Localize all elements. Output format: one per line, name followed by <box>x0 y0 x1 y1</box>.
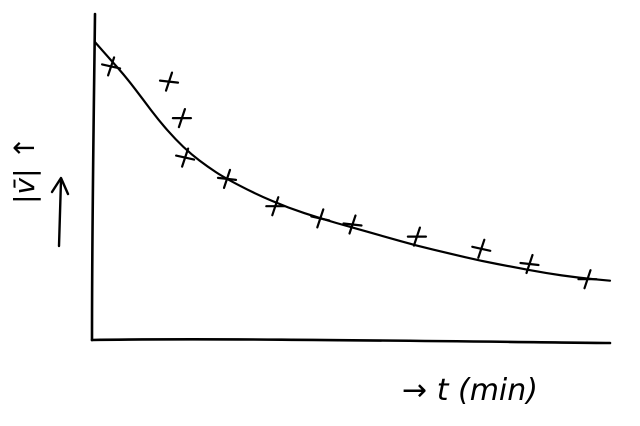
data-point <box>100 56 122 77</box>
data-point <box>175 147 196 168</box>
y-axis <box>90 12 97 342</box>
data-point <box>216 168 238 189</box>
x-axis <box>90 338 612 345</box>
data-point <box>577 269 598 290</box>
data-point <box>471 238 492 259</box>
data-points-layer <box>100 56 598 290</box>
y-axis-label: |v̄| ↑ <box>8 136 41 204</box>
data-point <box>310 208 331 229</box>
data-point <box>519 253 540 275</box>
y-axis-arrow-icon <box>50 176 70 248</box>
fit-curve-line <box>93 41 612 282</box>
data-point <box>265 196 286 217</box>
data-point <box>406 226 427 247</box>
x-axis-label: → t (min) <box>402 373 538 408</box>
data-point <box>342 214 363 235</box>
fit-curve-layer <box>93 41 612 282</box>
data-point <box>171 107 192 129</box>
data-point <box>158 71 180 92</box>
